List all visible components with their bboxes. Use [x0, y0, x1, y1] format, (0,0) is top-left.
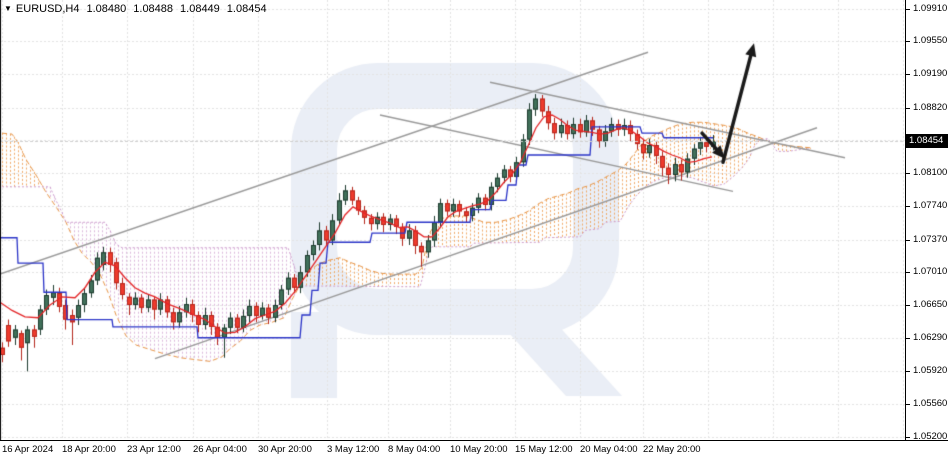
quote-open: 1.08480 [86, 3, 127, 15]
time-axis[interactable]: 16 Apr 2024 18 Apr 20:00 23 Apr 12:00 26 Ap… [0, 440, 948, 459]
price-tick-mark [906, 9, 910, 10]
time-tick-label: 26 Apr 04:00 [193, 444, 247, 455]
time-tick-label: 20 May 04:00 [580, 444, 638, 455]
price-tick-label: 1.07010 [913, 266, 948, 277]
quote-high: 1.08488 [133, 3, 174, 15]
price-tick-label: 1.09190 [913, 68, 948, 79]
quote-low: 1.08449 [180, 3, 220, 15]
price-tick-mark [906, 404, 910, 405]
time-tick-label: 22 May 20:00 [643, 444, 701, 455]
price-tick-mark [906, 173, 910, 174]
time-tick-label: 15 May 12:00 [515, 444, 573, 455]
price-tick-label: 1.05920 [913, 365, 948, 376]
price-tick-mark [906, 437, 910, 438]
time-tick-label: 30 Apr 20:00 [258, 444, 312, 455]
symbol-dropdown-icon[interactable]: ▼ [4, 4, 12, 13]
time-tick-label: 23 Apr 12:00 [127, 444, 181, 455]
price-tick-label: 1.07370 [913, 234, 948, 245]
time-tick-label: 10 May 20:00 [450, 444, 508, 455]
quote-close: 1.08454 [226, 3, 267, 15]
price-tick-label: 1.05560 [913, 398, 948, 409]
time-tick-label: 8 May 04:00 [388, 444, 441, 455]
price-tick-label: 1.06650 [913, 299, 948, 310]
price-tick-mark [906, 305, 910, 306]
price-tick-mark [906, 108, 910, 109]
price-tick-label: 1.05200 [913, 431, 948, 442]
price-tick-mark [906, 338, 910, 339]
time-tick-label: 18 Apr 20:00 [62, 444, 116, 455]
chart-title: ▼ EURUSD,H4 1.08480 1.08488 1.08449 1.08454 [4, 3, 274, 15]
price-tick-mark [906, 371, 910, 372]
time-tick-label: 16 Apr 2024 [2, 444, 54, 455]
price-tick-mark [906, 41, 910, 42]
price-axis[interactable]: 1.09910 1.09550 1.09190 1.08820 1.08100 1.077… [905, 0, 948, 442]
price-tick-label: 1.08100 [913, 167, 948, 178]
time-tick-label: 3 May 12:00 [327, 444, 380, 455]
price-tick-label: 1.09910 [913, 3, 948, 14]
bid-price-label: 1.08454 [906, 134, 948, 148]
price-tick-label: 1.07740 [913, 200, 948, 211]
price-tick-label: 1.06290 [913, 332, 948, 343]
price-tick-label: 1.09550 [913, 35, 948, 46]
price-tick-mark [906, 240, 910, 241]
price-tick-label: 1.08820 [913, 102, 948, 113]
price-tick-mark [906, 206, 910, 207]
symbol-period-label: EURUSD,H4 [15, 3, 80, 15]
chart-canvas[interactable] [0, 0, 905, 440]
price-tick-mark [906, 74, 910, 75]
price-tick-mark [906, 272, 910, 273]
